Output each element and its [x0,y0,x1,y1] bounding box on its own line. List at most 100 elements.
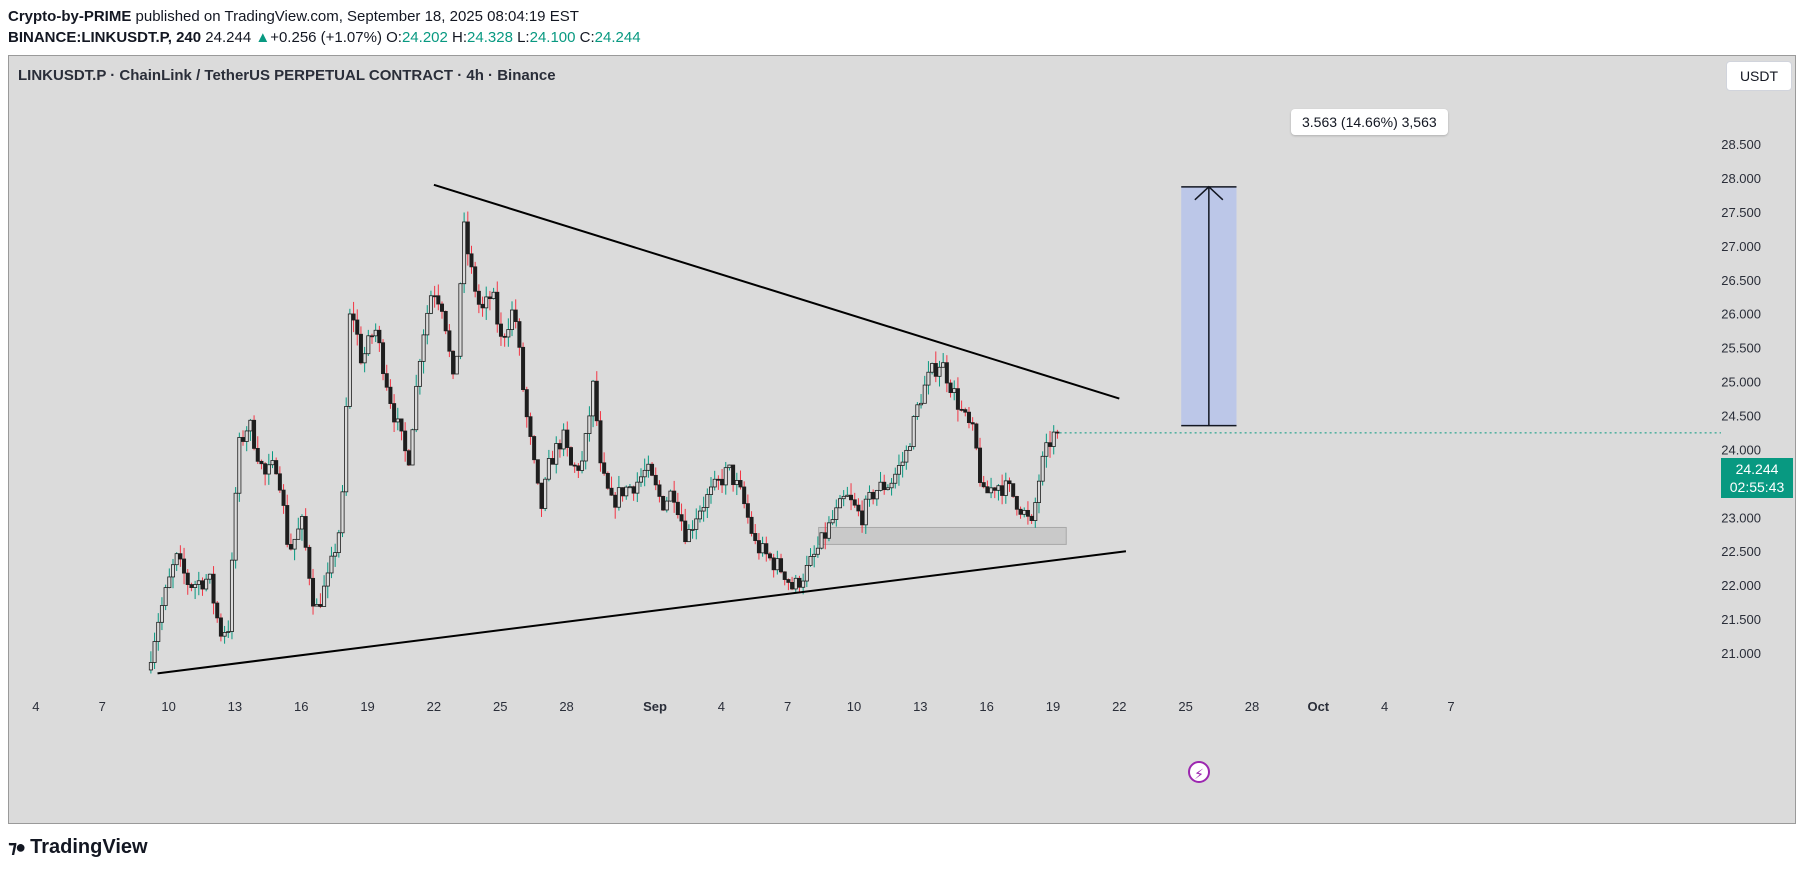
candle-body [344,406,349,493]
candle-body [1022,509,1027,515]
candle-body [524,389,529,418]
candle-body [1011,483,1016,497]
symbol-label: BINANCE:LINKUSDT.P, 240 [8,29,202,46]
candle-body [244,430,249,442]
candle-body [944,362,949,384]
last-price-tag: 24.244 02:55:43 [1721,458,1793,498]
candle-body [826,522,831,539]
bar-countdown: 02:55:43 [1729,479,1785,495]
candle-body [487,296,492,300]
candle-body [226,631,231,633]
candle-body [384,373,389,388]
candle-body [156,621,161,642]
candle-body [863,498,868,526]
candle-body [366,335,371,355]
candle-body [554,443,559,465]
y-tick-label: 26.500 [1721,273,1761,288]
price-change: +0.256 (+1.07%) [270,29,382,46]
candle-body [616,487,621,508]
candle-body [591,380,596,417]
candle-body [248,419,253,432]
candle-body [200,580,205,590]
x-tick-label: 4 [32,699,39,714]
candle-body [458,283,463,357]
x-tick-label: 10 [161,699,175,714]
candle-body [314,604,319,607]
candle-body [771,557,776,571]
candle-body [955,388,960,410]
price-chart[interactable]: 28.500 28.000 27.500 27.000 26.500 26.000 25.5… [9,56,1796,824]
candle-body [904,449,909,463]
footer-brand[interactable]: ⁊● TradingView [8,836,148,859]
candle-body [613,494,618,508]
candle-body [959,408,964,411]
candle-body [978,447,983,483]
candle-body [336,532,341,554]
candle-body [605,472,610,489]
candle-body [686,529,691,543]
candle-body [473,266,478,292]
candle-body [521,346,526,391]
candle-body [760,543,765,554]
candle-body [767,553,772,559]
candle-body [506,329,511,338]
candle-body [992,487,997,491]
chart-panel[interactable]: 28.500 28.000 27.500 27.000 26.500 26.000 25.5… [8,55,1796,824]
candle-body [377,329,382,344]
candle-body [355,319,360,335]
candle-body [281,489,286,506]
x-tick-label: 22 [1112,699,1126,714]
arrow-up-icon [1194,185,1224,201]
candle-body [642,469,647,478]
candle-body [358,333,363,364]
candle-body [204,578,209,590]
x-tick-label: 13 [913,699,927,714]
candle-body [174,553,179,566]
x-tick-label: 16 [979,699,993,714]
candle-body [233,492,238,561]
price-range-label: 3.563 (14.66%) 3,563 [1291,109,1448,135]
candle-body [277,473,282,491]
candle-body [786,579,791,583]
currency-button[interactable]: USDT [1726,61,1792,91]
x-tick-label: 19 [1046,699,1060,714]
y-tick-label: 25.000 [1721,375,1761,390]
candle-body [974,423,979,449]
candle-body [369,335,374,338]
y-tick-label: 25.500 [1721,341,1761,356]
x-tick-label: 22 [427,699,441,714]
x-tick-label: 25 [493,699,507,714]
candle-body [609,487,614,496]
candle-body [178,553,183,560]
candle-body [1025,509,1030,517]
candle-body [465,221,470,255]
candle-body [819,532,824,549]
x-tick-label: 7 [784,699,791,714]
candle-body [602,462,607,474]
candle-body [933,363,938,377]
candle-body [885,487,890,491]
candle-body [1040,455,1045,482]
candle-body [720,478,725,486]
y-tick-label: 28.000 [1721,171,1761,186]
candle-body [1007,480,1012,485]
candle-body [451,350,456,375]
candle-body [399,418,404,432]
candle-body [709,486,714,495]
candle-body [1003,480,1008,496]
candle-body [926,371,931,386]
candle-body [756,540,761,554]
candle-body [734,480,739,486]
candle-body [362,353,367,364]
candle-body [683,520,688,543]
author-name[interactable]: Crypto-by-PRIME [8,8,132,25]
candle-body [196,580,201,585]
high-label: H: [452,29,468,46]
candle-body [742,486,747,505]
candle-body [948,382,953,393]
flash-icon[interactable]: ⚡ [1188,761,1210,783]
candle-body [333,552,338,557]
x-tick-label: 28 [1245,699,1259,714]
x-tick-label: 16 [294,699,308,714]
candle-body [764,543,769,555]
